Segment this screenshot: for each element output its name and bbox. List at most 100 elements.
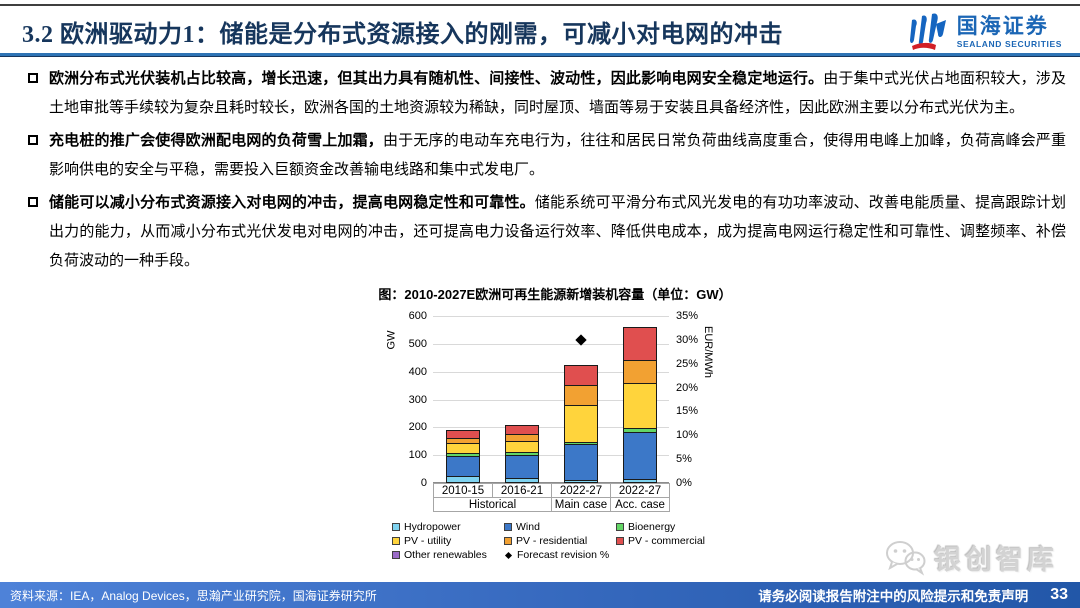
bullet-text: 充电桩的推广会使得欧洲配电网的负荷雪上加霜，由于无序的电动车充电行为，往往和居民…: [49, 126, 1066, 184]
legend-label: Bioenergy: [628, 521, 676, 533]
gridline: [433, 455, 669, 457]
logo-name-cn: 国海证券: [956, 14, 1049, 38]
y-left-tick-label: 200: [408, 421, 427, 434]
bar-segment-pv-residential: [622, 360, 657, 384]
bar-segment-pv-residential: [504, 434, 539, 443]
bullet-item: 欧洲分布式光伏装机占比较高，增长迅速，但其出力具有随机性、间接性、波动性，因此影…: [22, 64, 1066, 122]
y-axis-right-title: EUR/MWh: [701, 326, 714, 378]
y-right-tick-label: 15%: [676, 405, 699, 418]
legend-label: Hydropower: [404, 521, 461, 533]
legend-item: Bioenergy: [616, 521, 762, 533]
gridline: [433, 316, 669, 317]
y-left-tick-label: 300: [408, 393, 427, 406]
logo-text: 国海证券 SEALAND SECURITIES: [957, 16, 1062, 49]
body-text: 欧洲分布式光伏装机占比较高，增长迅速，但其出力具有随机性、间接性、波动性，因此影…: [22, 64, 1066, 279]
footer-bar: 资料来源：IEA，Analog Devices，思瀚产业研究院，国海证券研究所 …: [0, 582, 1080, 608]
chart-title: 图：2010-2027E欧洲可再生能源新增装机容量（单位：GW）: [378, 287, 732, 302]
y-left-tick-label: 400: [408, 365, 427, 378]
y-left-tick-label: 500: [408, 337, 427, 350]
x-category-label: 2022-27: [610, 483, 670, 498]
renewables-chart: 图：2010-2027E欧洲可再生能源新增装机容量（单位：GW） GW EUR/…: [330, 284, 780, 566]
chart-legend: Hydropower Wind Bioenergy PV - utility PV - …: [392, 521, 762, 561]
y-right-tick-label: 35%: [676, 310, 699, 322]
bar-segment-wind: [445, 456, 480, 478]
legend-item: Hydropower: [392, 521, 504, 533]
bar-segment-pv-commercial: [445, 429, 480, 440]
bar-segment-pv-commercial: [563, 365, 598, 387]
y-left-tick-label: 600: [408, 310, 427, 322]
bullet-lead: 欧洲分布式光伏装机占比较高，增长迅速，但其出力具有随机性、间接性、波动性，因此影…: [49, 70, 824, 87]
legend-label: Forecast revision %: [517, 549, 610, 561]
header-divider: [0, 53, 1080, 56]
sealand-logo: 国海证券 SEALAND SECURITIES: [906, 10, 1062, 54]
y-right-tick-label: 20%: [676, 381, 699, 394]
gridline: [433, 371, 669, 373]
x-category-label: 2022-27: [551, 483, 611, 498]
bullet-item: 储能可以减小分布式资源接入对电网的冲击，提高电网稳定性和可靠性。储能系统可平滑分…: [22, 188, 1066, 275]
page-title: 3.2 欧洲驱动力1：储能是分布式资源接入的刚需，可减小对电网的冲击: [22, 22, 783, 48]
legend-label: PV - commercial: [628, 535, 706, 547]
bullet-rest: 由于无序的电动车充电行为，往往和居民日常负荷曲线高度重合，使得用电峰上加峰，负荷…: [49, 132, 1066, 178]
source-note: 资料来源：IEA，Analog Devices，思瀚产业研究院，国海证券研究所: [10, 588, 377, 603]
bar-segment-pv-utility: [563, 405, 598, 443]
header: 3.2 欧洲驱动力1：储能是分布式资源接入的刚需，可减小对电网的冲击 国海证券 …: [0, 8, 1080, 56]
top-border-line: [0, 4, 1080, 6]
wechat-icon: [886, 540, 926, 576]
x-category-label: 2010-15: [433, 483, 493, 498]
gridline: [433, 399, 669, 401]
legend-item: PV - commercial: [616, 535, 762, 547]
x-group-label: Main case: [551, 497, 611, 512]
bar-segment-wind: [504, 454, 539, 479]
legend-item: PV - residential: [504, 535, 616, 547]
footer-right: 请务必阅读报告附注中的风险提示和免责声明 33: [758, 585, 1068, 605]
legend-item: Forecast revision %: [504, 549, 616, 561]
watermark-text: 银创智库: [934, 545, 1058, 575]
bar-segment-pv-commercial: [504, 424, 539, 436]
x-group-label: Historical: [433, 497, 552, 512]
x-group-label: Acc. case: [610, 497, 670, 512]
bullet-lead: 充电桩的推广会使得欧洲配电网的负荷雪上加霜，: [49, 132, 383, 149]
bullet-square-icon: [28, 197, 38, 207]
legend-square-marker: [392, 551, 400, 559]
legend-square-marker: [616, 537, 624, 545]
legend-diamond-marker: [504, 551, 513, 559]
legend-label: PV - residential: [516, 535, 588, 547]
legend-item: Other renewables: [392, 549, 504, 561]
y-right-tick-label: 25%: [676, 357, 699, 370]
bullet-square-icon: [28, 135, 38, 145]
legend-label: Other renewables: [404, 549, 487, 561]
legend-square-marker: [504, 537, 512, 545]
bullet-rest: 由于集中式光伏占地面积较大，涉及土地审批等手续较为复杂且耗时较长，欧洲各国的土地…: [49, 70, 1066, 116]
gridline: [433, 427, 669, 429]
bullet-rest: 储能系统可平滑分布式风光发电的有功功率波动、改善电能质量、提高跟踪计划出力的能力…: [49, 194, 1066, 269]
chart-plot-area: [433, 316, 669, 483]
watermark: 银创智库: [884, 538, 1058, 577]
bullet-text: 储能可以减小分布式资源接入对电网的冲击，提高电网稳定性和可靠性。储能系统可平滑分…: [49, 188, 1066, 275]
logo-name-en: SEALAND SECURITIES: [956, 38, 1062, 49]
header-divider-thin: [0, 56, 1080, 57]
legend-label: PV - utility: [404, 535, 452, 547]
legend-square-marker: [392, 537, 400, 545]
bullet-square-icon: [28, 73, 38, 83]
sealand-logo-icon: [909, 13, 946, 50]
legend-square-marker: [616, 523, 624, 531]
bullet-lead: 储能可以减小分布式资源接入对电网的冲击，提高电网稳定性和可靠性。: [49, 194, 535, 211]
bar-segment-pv-utility: [622, 382, 657, 429]
y-right-tick-label: 0%: [676, 477, 692, 489]
bar-segment-pv-utility: [504, 441, 539, 453]
y-right-tick-label: 5%: [676, 453, 692, 466]
x-axis-line: [433, 482, 669, 483]
y-right-tick-label: 30%: [676, 333, 699, 346]
y-left-tick-label: 100: [408, 449, 427, 462]
legend-item: PV - utility: [392, 535, 504, 547]
bar-segment-pv-residential: [563, 385, 598, 407]
legend-square-marker: [504, 523, 512, 531]
bar-segment-pv-commercial: [622, 327, 657, 362]
y-axis-left-title: GW: [385, 330, 398, 350]
legend-label: Wind: [516, 521, 540, 533]
y-right-tick-label: 10%: [676, 429, 699, 442]
x-category-label: 2016-21: [492, 483, 552, 498]
bullet-item: 充电桩的推广会使得欧洲配电网的负荷雪上加霜，由于无序的电动车充电行为，往往和居民…: [22, 126, 1066, 184]
bar-segment-wind: [563, 443, 598, 481]
